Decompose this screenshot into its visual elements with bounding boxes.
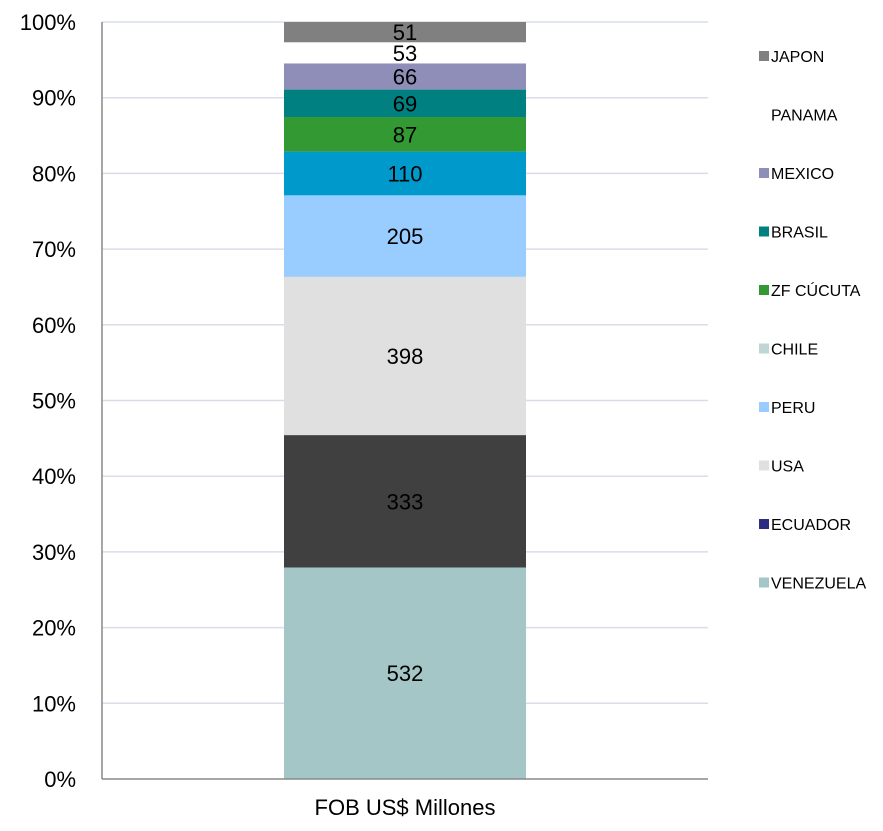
- bar-segment: [284, 195, 526, 277]
- segment-value-label: 398: [387, 344, 424, 369]
- segment-value-label: 333: [387, 489, 424, 514]
- legend-swatch: [759, 51, 769, 61]
- bar-segment: [284, 63, 526, 90]
- legend: JAPON PANAMA MEXICO BRASIL ZF CÚCUTA CHILE PER…: [759, 49, 866, 593]
- legend-label: MEXICO: [771, 166, 834, 183]
- y-tick-label: 70%: [32, 237, 76, 262]
- legend-label: CHILE: [771, 342, 818, 359]
- legend-swatch: [759, 226, 769, 237]
- y-tick-label: 0%: [44, 767, 76, 792]
- segment-value-label: 205: [387, 224, 424, 249]
- legend-swatch: [759, 519, 769, 529]
- legend-item: USA: [759, 459, 804, 476]
- y-tick-label: 30%: [32, 540, 76, 565]
- legend-item: VENEZUELA: [759, 576, 866, 593]
- legend-item: PERU: [759, 400, 815, 417]
- legend-swatch: [759, 343, 769, 354]
- legend-label: USA: [771, 459, 804, 476]
- legend-item: BRASIL: [759, 225, 828, 242]
- legend-swatch: [759, 168, 769, 178]
- y-tick-label: 60%: [32, 313, 76, 338]
- bar-segment: [284, 42, 526, 64]
- bar-segments: [284, 22, 526, 779]
- segment-value-label: 110: [387, 161, 422, 186]
- bar-segment: [284, 567, 526, 779]
- segment-value-label: 69: [393, 91, 417, 116]
- segment-value-label: 66: [393, 64, 417, 89]
- legend-item: ZF CÚCUTA: [759, 281, 861, 300]
- y-tick-label: 50%: [32, 389, 76, 414]
- bar-segment: [284, 89, 526, 118]
- segment-value-label: 87: [393, 122, 417, 147]
- y-tick-label: 100%: [20, 10, 76, 35]
- x-axis-category-labels: FOB US$ Millones: [315, 795, 496, 820]
- bar-segment: [284, 117, 526, 152]
- y-tick-label: 10%: [32, 691, 76, 716]
- legend-label: ECUADOR: [771, 517, 851, 534]
- legend-item: JAPON: [759, 49, 824, 66]
- legend-swatch: [759, 285, 769, 295]
- y-tick-label: 40%: [32, 464, 76, 489]
- segment-value-label: 51: [393, 20, 417, 45]
- y-axis-ticks: 0% 10% 20% 30% 40% 50% 60% 70% 80% 90% 100%: [20, 10, 76, 792]
- legend-swatch: [759, 402, 769, 412]
- legend-swatch: [759, 577, 769, 588]
- legend-item: MEXICO: [759, 166, 834, 183]
- bar-segment: [284, 22, 526, 43]
- legend-swatch: [759, 460, 769, 471]
- legend-label: VENEZUELA: [771, 576, 866, 593]
- legend-label: ZF CÚCUTA: [771, 281, 861, 300]
- bar-segment: [284, 276, 526, 436]
- y-tick-label: 90%: [32, 86, 76, 111]
- segment-value-label: 532: [387, 661, 424, 686]
- x-category-label: FOB US$ Millones: [315, 795, 496, 820]
- legend-label: BRASIL: [771, 225, 828, 242]
- legend-label: PERU: [771, 400, 815, 417]
- segment-value-label: 53: [393, 41, 417, 66]
- axes: [101, 22, 708, 780]
- legend-item: PANAMA: [759, 108, 838, 125]
- legend-label: PANAMA: [771, 108, 838, 125]
- legend-label: JAPON: [771, 49, 824, 66]
- legend-swatch: [759, 109, 769, 120]
- y-tick-label: 20%: [32, 616, 76, 641]
- bar-segment: [284, 435, 526, 568]
- y-tick-label: 80%: [32, 161, 76, 186]
- legend-item: CHILE: [759, 342, 818, 359]
- legend-item: ECUADOR: [759, 517, 851, 534]
- bar-segment: [284, 151, 526, 196]
